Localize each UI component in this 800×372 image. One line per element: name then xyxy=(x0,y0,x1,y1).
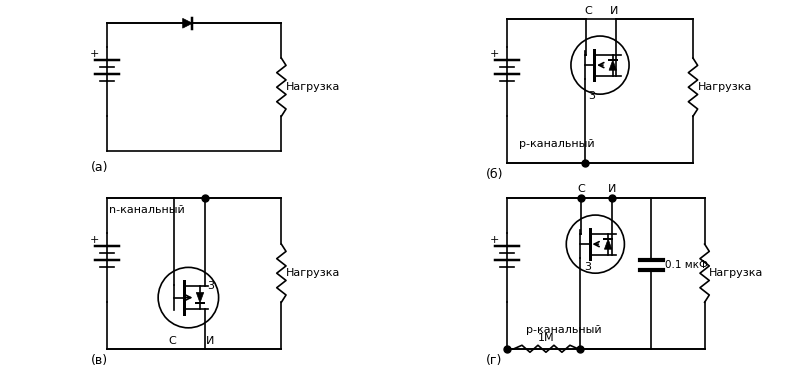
Text: Нагрузка: Нагрузка xyxy=(286,82,341,92)
Polygon shape xyxy=(605,239,612,249)
Text: +: + xyxy=(90,235,99,245)
Text: 3: 3 xyxy=(588,91,595,101)
Text: Нагрузка: Нагрузка xyxy=(286,268,341,278)
Text: +: + xyxy=(490,235,499,245)
Text: +: + xyxy=(90,49,99,59)
Text: +: + xyxy=(490,49,499,59)
Text: Нагрузка: Нагрузка xyxy=(710,268,764,278)
Text: С: С xyxy=(578,184,586,194)
Text: р-канальный: р-канальный xyxy=(526,325,602,335)
Text: С: С xyxy=(585,6,592,16)
Text: (а): (а) xyxy=(90,161,108,174)
Text: 3: 3 xyxy=(207,281,214,291)
Polygon shape xyxy=(182,18,193,28)
Polygon shape xyxy=(609,60,617,70)
Text: И: И xyxy=(206,336,214,346)
Text: (в): (в) xyxy=(90,355,108,368)
Text: n-канальный: n-канальный xyxy=(110,205,185,215)
Text: 0.1 мкФ: 0.1 мкФ xyxy=(665,260,708,270)
Text: 3: 3 xyxy=(584,262,590,272)
Text: Нагрузка: Нагрузка xyxy=(698,82,752,92)
Text: (б): (б) xyxy=(486,169,503,181)
Text: С: С xyxy=(168,336,176,346)
Text: И: И xyxy=(607,184,616,194)
Text: И: И xyxy=(610,6,618,16)
Polygon shape xyxy=(196,292,204,303)
Text: р-канальный: р-канальный xyxy=(518,139,594,149)
Text: (г): (г) xyxy=(486,355,502,368)
Text: 1М: 1М xyxy=(538,333,554,343)
